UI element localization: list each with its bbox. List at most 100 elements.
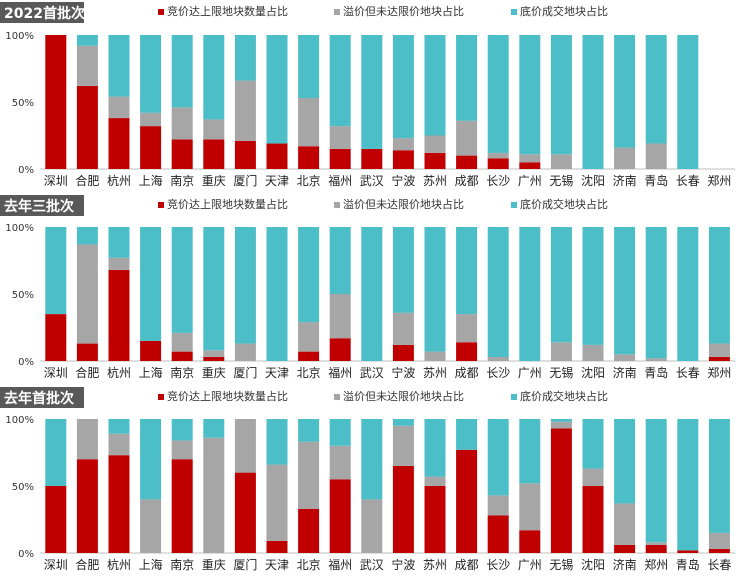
bar-segment-red — [329, 479, 351, 553]
bar-segment-teal — [140, 227, 162, 341]
x-tick-label: 苏州 — [423, 558, 447, 572]
x-tick-label: 重庆 — [202, 174, 226, 188]
bar-segment-red — [266, 143, 288, 169]
bar-segment-red — [645, 544, 667, 553]
bar-segment-gray — [234, 343, 256, 361]
x-tick-label: 宁波 — [391, 365, 415, 380]
x-tick-label: 合肥 — [75, 557, 99, 572]
bar-segment-teal — [424, 419, 446, 477]
bar-segment-red — [550, 428, 572, 553]
bar-segment-red — [456, 342, 478, 361]
chart-panel-2: 去年三批次 竞价达上限地块数量占比 溢价但未达限价地块占比 底价成交地块占比 0% 50%… — [0, 195, 736, 380]
bar-segment-gray — [234, 80, 256, 141]
bar-segment-gray — [392, 425, 414, 466]
x-tick-label: 广州 — [518, 174, 542, 188]
bar-segment-gray — [392, 312, 414, 345]
x-tick-label: 南京 — [170, 173, 194, 188]
bar-segment-red — [108, 269, 130, 361]
bar-segment-teal — [203, 227, 225, 351]
x-tick-label: 苏州 — [423, 366, 447, 380]
bar-segment-teal — [645, 227, 667, 359]
bar-segment-red — [203, 139, 225, 169]
bar-segment-red — [582, 486, 604, 553]
bar-segment-gray — [550, 342, 572, 361]
x-tick-label: 厦门 — [233, 557, 257, 572]
x-tick-label: 武汉 — [360, 366, 384, 380]
bar-segment-teal — [550, 227, 572, 343]
bar-segment-gray — [203, 350, 225, 357]
bar-segment-teal — [582, 227, 604, 345]
bar-segment-red — [424, 486, 446, 553]
x-tick-label: 无锡 — [549, 365, 573, 380]
bar-segment-gray — [645, 542, 667, 545]
bar-segment-teal — [677, 227, 699, 361]
bar-segment-teal — [487, 35, 509, 153]
x-tick-label: 沈阳 — [581, 173, 605, 188]
bar-segment-teal — [550, 35, 572, 155]
x-tick-label: 杭州 — [107, 173, 131, 188]
legend-swatch-teal — [511, 9, 517, 15]
bar-segment-gray — [456, 120, 478, 156]
bar-segment-gray — [614, 147, 636, 169]
bar-segment-red — [234, 472, 256, 553]
bar-segment-red — [487, 158, 509, 169]
bar-segment-gray — [203, 119, 225, 140]
bar-segment-gray — [456, 314, 478, 343]
y-tick-label: 50% — [12, 98, 34, 109]
bar-segment-teal — [456, 227, 478, 315]
x-tick-label: 沈阳 — [581, 557, 605, 572]
bar-segment-gray — [708, 343, 730, 357]
bar-segment-teal — [424, 227, 446, 352]
x-tick-label: 合肥 — [75, 173, 99, 188]
bar-segment-teal — [614, 419, 636, 504]
bar-segment-gray — [550, 421, 572, 429]
legend-swatch-gray — [334, 394, 340, 400]
chart-panel-3: 去年首批次 竞价达上限地块数量占比 溢价但未达限价地块占比 底价成交地块占比 0% 50%… — [0, 387, 736, 572]
x-tick-label: 成都 — [455, 174, 479, 188]
bar-segment-red — [456, 449, 478, 553]
y-tick-label: 0% — [18, 357, 34, 368]
bar-segment-red — [708, 548, 730, 553]
x-tick-label: 广州 — [518, 558, 542, 572]
bar-segment-gray — [76, 45, 98, 86]
bar-segment-gray — [645, 358, 667, 361]
bar-segment-teal — [76, 35, 98, 46]
bar-segment-gray — [171, 332, 193, 352]
bar-segment-gray — [424, 135, 446, 153]
x-tick-label: 深圳 — [44, 558, 68, 572]
legend-swatch-red — [158, 202, 164, 208]
x-tick-label: 成都 — [455, 366, 479, 380]
legend-swatch-teal — [511, 394, 517, 400]
bar-segment-gray — [234, 419, 256, 473]
bar-segment-teal — [614, 227, 636, 355]
legend-label-red: 竞价达上限地块数量占比 — [167, 389, 288, 403]
bar-segment-gray — [266, 464, 288, 541]
legend-label-gray: 溢价但未达限价地块占比 — [343, 389, 464, 403]
x-tick-label: 长沙 — [486, 558, 510, 572]
legend-swatch-red — [158, 394, 164, 400]
bar-segment-teal — [519, 227, 541, 361]
bar-segment-red — [456, 155, 478, 169]
y-tick-label: 0% — [18, 549, 34, 560]
bar-segment-red — [140, 126, 162, 169]
bar-segment-gray — [424, 351, 446, 361]
chart-title: 去年三批次 — [4, 198, 74, 215]
bar-segment-teal — [203, 419, 225, 438]
x-tick-label: 青岛 — [644, 173, 668, 188]
bar-segment-teal — [108, 227, 130, 258]
x-tick-label: 福州 — [328, 365, 352, 380]
bar-segment-gray — [108, 433, 130, 456]
bar-segment-teal — [329, 227, 351, 294]
bar-segment-teal — [266, 227, 288, 361]
bar-segment-red — [171, 351, 193, 361]
x-tick-label: 天津 — [265, 366, 289, 380]
x-tick-label: 青岛 — [676, 557, 700, 572]
bar-segment-teal — [456, 419, 478, 450]
chart-title-box — [0, 195, 84, 216]
chart-title-box — [0, 2, 84, 23]
bar-segment-teal — [298, 35, 320, 98]
bar-segment-red — [329, 338, 351, 361]
bar-segment-teal — [392, 35, 414, 139]
bar-segment-gray — [487, 495, 509, 516]
